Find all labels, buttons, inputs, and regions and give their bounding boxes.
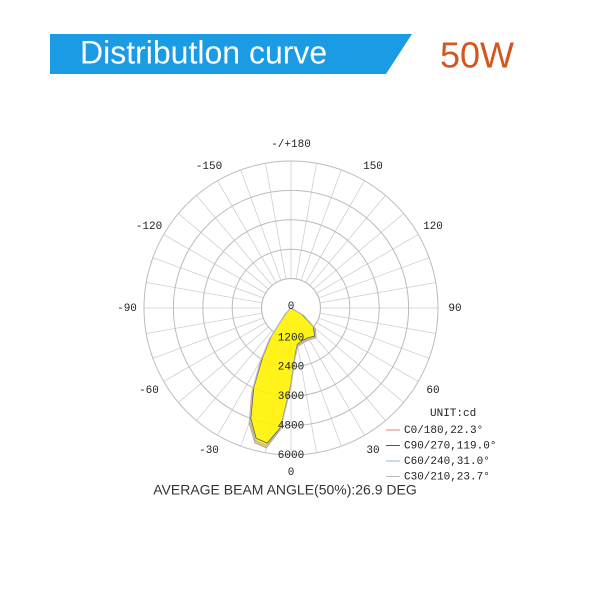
- angle-label: -90: [117, 303, 137, 315]
- r-tick-label: 0: [288, 301, 295, 313]
- angle-label: 150: [363, 161, 383, 173]
- title-banner: [50, 34, 412, 74]
- unit: UNIT:cd: [430, 408, 476, 420]
- angle-label: 0: [288, 467, 295, 479]
- legend-label: C60/240,31.0°: [404, 456, 490, 468]
- angle-label: -30: [199, 445, 219, 457]
- power: 50W: [440, 35, 514, 76]
- r-tick-label: 6000: [278, 450, 304, 462]
- r-tick-label: 3600: [278, 391, 304, 403]
- angle-label: 90: [448, 303, 461, 315]
- r-tick-label: 2400: [278, 362, 304, 374]
- angle-label: -150: [196, 161, 222, 173]
- legend-label: C0/180,22.3°: [404, 425, 483, 437]
- angle-label: -60: [139, 385, 159, 397]
- angle-label: -120: [136, 221, 162, 233]
- angle-label: 60: [426, 385, 439, 397]
- title: Distributlon curve: [80, 34, 327, 70]
- ring: [202, 219, 380, 397]
- curve: [249, 307, 317, 448]
- r-tick-label: 1200: [278, 332, 304, 344]
- ring: [172, 189, 410, 427]
- caption: AVERAGE BEAM ANGLE(50%):26.9 DEG: [153, 482, 417, 498]
- angle-label: -/+180: [271, 139, 311, 151]
- r-tick-label: 4800: [278, 421, 304, 433]
- ring: [143, 160, 439, 456]
- legend-label: C30/210,23.7°: [404, 471, 490, 483]
- legend-label: C90/270,119.0°: [404, 440, 496, 452]
- angle-label: 30: [366, 445, 379, 457]
- angle-label: 120: [423, 221, 443, 233]
